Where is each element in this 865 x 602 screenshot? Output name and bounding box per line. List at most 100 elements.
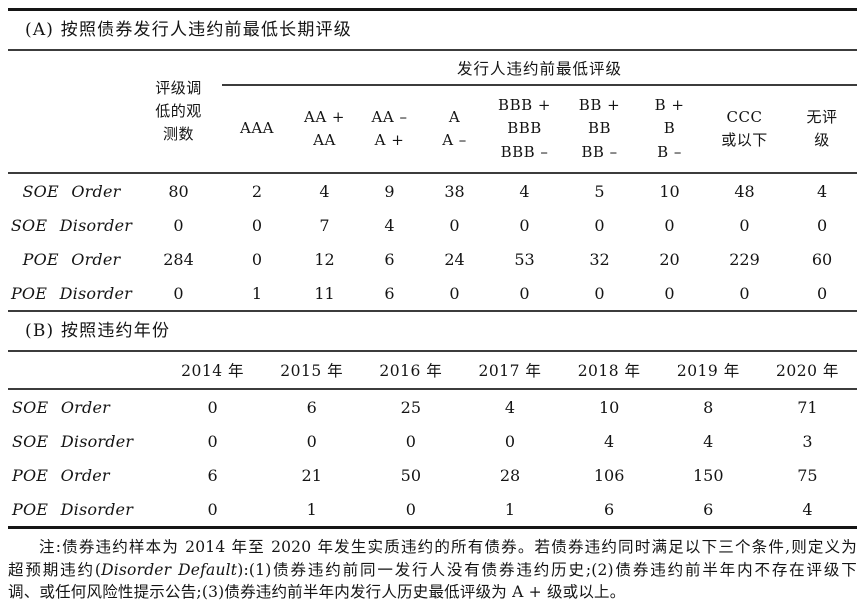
cell: 8 [703, 397, 714, 417]
cell: 4 [604, 431, 615, 451]
cell: 4 [384, 215, 395, 235]
table-row: POE Disorder 0 1 11 6 0 0 0 0 0 0 [8, 276, 857, 310]
footnote-disorder-default-term: Disorder Default [101, 560, 238, 579]
obs-count-header: 评级调 低的观 测数 [135, 51, 222, 174]
cell: 0 [306, 431, 317, 451]
rating-header-a: A A – [422, 85, 487, 174]
cell: 0 [449, 283, 460, 303]
panel-a-table: 评级调 低的观 测数 发行人违约前最低评级 AAA AA + AA AA – A… [8, 51, 858, 310]
cell: 7 [319, 215, 330, 235]
panel-b-header-row: 2014 年 2015 年 2016 年 2017 年 2018 年 2019 … [8, 352, 857, 390]
row-label: SOE Order [22, 181, 121, 201]
cell: 0 [594, 283, 605, 303]
cell: 20 [659, 249, 680, 269]
cell: 60 [811, 249, 833, 269]
cell: 0 [207, 499, 218, 519]
rating-header-b: B + B B – [637, 85, 702, 174]
cell: 0 [207, 397, 218, 417]
cell: 150 [693, 465, 724, 485]
footnote-line-2-text: ):(1)债券违约前同一发行人没有债券违约历史;(2)债券违约前半年内不存在评级… [237, 560, 858, 579]
cell: 0 [519, 215, 530, 235]
rating-header-aplus: AA – A + [357, 85, 422, 174]
cell: 21 [301, 465, 322, 485]
cell: 0 [519, 283, 530, 303]
row-label: POE Disorder [12, 499, 134, 519]
panel-b-table: 2014 年 2015 年 2016 年 2017 年 2018 年 2019 … [8, 352, 857, 526]
cell: 1 [504, 499, 516, 519]
cell: 38 [444, 181, 465, 201]
rating-header-bb: BB + BB BB – [562, 85, 637, 174]
footnote-line-1: 注:债券违约样本为 2014 年至 2020 年发生实质违约的所有债券。若债券违… [39, 538, 857, 556]
cell: 80 [168, 181, 189, 201]
rating-header-bbb: BBB + BBB BBB – [487, 85, 562, 174]
cell: 10 [659, 181, 680, 201]
cell: 0 [251, 215, 263, 235]
cell: 9 [384, 181, 395, 201]
cell: 4 [816, 181, 828, 201]
cell: 75 [797, 465, 818, 485]
panel-a-header-row-1: 评级调 低的观 测数 发行人违约前最低评级 [8, 51, 858, 174]
empty-corner-cell [8, 51, 135, 174]
row-label: SOE Order [12, 397, 110, 417]
rating-header-aa: AA + AA [292, 85, 357, 174]
cell: 6 [384, 249, 395, 269]
cell: 4 [703, 431, 714, 451]
year-header-2018: 2018 年 [559, 352, 659, 390]
table-row: POE Order 6 21 50 28 106 150 75 [8, 458, 857, 492]
cell: 106 [593, 465, 625, 485]
table-row: SOE Order 80 2 4 9 38 4 5 10 48 4 [8, 173, 857, 208]
cell: 0 [504, 431, 516, 451]
cell: 50 [400, 465, 422, 485]
rating-header-aaa: AAA [222, 85, 292, 174]
cell: 48 [734, 181, 755, 201]
panel-b-title-rule [8, 350, 857, 352]
cell: 4 [319, 181, 330, 201]
year-header-2020: 2020 年 [757, 352, 857, 390]
table-row: SOE Disorder 0 0 7 4 0 0 0 0 0 0 [8, 208, 857, 242]
table-row: SOE Disorder 0 0 0 0 4 4 3 [8, 424, 857, 458]
row-label: SOE Disorder [10, 215, 133, 235]
cell: 0 [251, 249, 263, 269]
cell: 12 [314, 249, 335, 269]
cell: 53 [514, 249, 535, 269]
panel-a-title-rule [8, 49, 857, 51]
cell: 229 [729, 249, 760, 269]
footnote-line-3: 调、或任何风险性提示公告;(3)债券违约前半年内发行人历史最低评级为 A + 级… [8, 583, 626, 601]
cell: 0 [816, 283, 828, 303]
cell: 2 [251, 181, 263, 201]
cell: 6 [703, 499, 714, 519]
row-label: POE Disorder [10, 283, 133, 303]
cell: 0 [405, 499, 416, 519]
panel-a-title: (A) 按照债券发行人违约前最低长期评级 [25, 20, 352, 40]
cell: 0 [739, 215, 750, 235]
cell: 0 [664, 283, 675, 303]
cell: 25 [400, 397, 422, 417]
year-header-2016: 2016 年 [361, 352, 461, 390]
cell: 6 [604, 499, 615, 519]
cell: 0 [173, 283, 184, 303]
row-label: POE Order [22, 249, 121, 269]
empty-corner-cell [8, 352, 163, 390]
group-header: 发行人违约前最低评级 [222, 51, 858, 86]
cell: 3 [802, 431, 813, 451]
panel-b-title: (B) 按照违约年份 [25, 321, 171, 341]
cell: 0 [207, 431, 218, 451]
rating-header-unrated: 无评 级 [787, 85, 858, 174]
cell: 0 [173, 215, 184, 235]
cell: 4 [504, 397, 516, 417]
year-header-2019: 2019 年 [658, 352, 758, 390]
cell: 32 [589, 249, 610, 269]
cell: 5 [594, 181, 605, 201]
cell: 0 [594, 215, 605, 235]
cell: 4 [519, 181, 530, 201]
cell: 1 [251, 283, 263, 303]
cell: 0 [405, 431, 416, 451]
year-header-2017: 2017 年 [460, 352, 560, 390]
cell: 11 [314, 283, 335, 303]
rating-header-ccc: CCC 或以下 [702, 85, 787, 174]
table-row: POE Order 284 0 12 6 24 53 32 20 229 60 [8, 242, 857, 276]
cell: 0 [816, 215, 828, 235]
year-header-2014: 2014 年 [163, 352, 263, 390]
cell: 24 [444, 249, 465, 269]
cell: 10 [598, 397, 620, 417]
